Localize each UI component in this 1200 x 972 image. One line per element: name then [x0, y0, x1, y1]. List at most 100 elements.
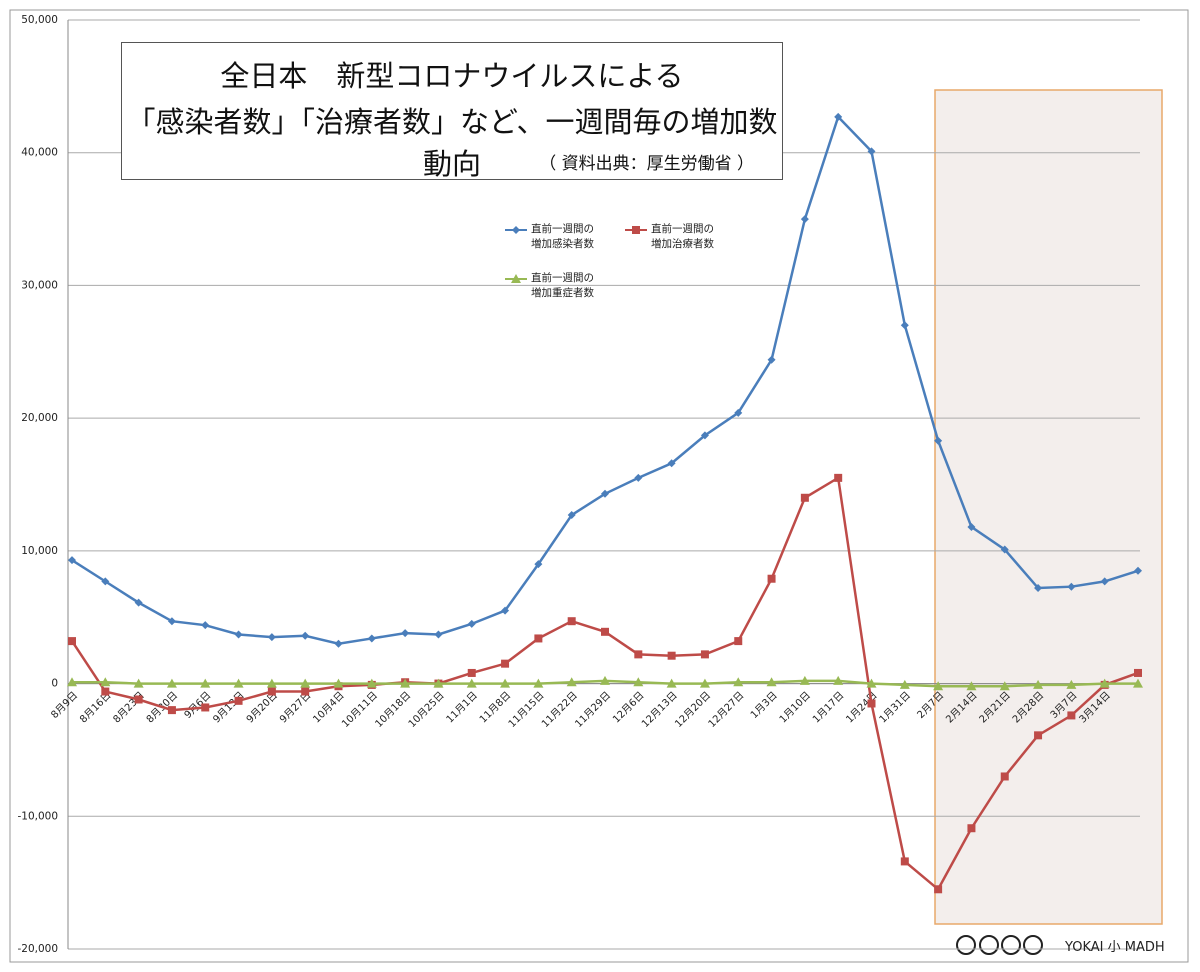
highlight-region: [934, 89, 1163, 925]
marker: [501, 659, 510, 668]
marker: [867, 699, 876, 708]
marker: [900, 321, 909, 330]
y-tick-label: 20,000: [21, 412, 58, 424]
marker: [100, 677, 111, 687]
marker: [1034, 731, 1043, 740]
marker: [800, 493, 809, 502]
marker: [134, 598, 143, 607]
x-tick-label: 11月1日: [444, 689, 480, 725]
watermark: YOKAI 小 MADH: [1065, 940, 1165, 955]
marker: [101, 577, 110, 586]
y-tick-label: 40,000: [21, 147, 58, 159]
marker: [967, 824, 976, 833]
marker: [166, 678, 177, 688]
marker: [201, 621, 210, 630]
marker: [334, 639, 343, 648]
marker: [301, 631, 310, 640]
marker: [567, 617, 576, 626]
marker: [167, 617, 176, 626]
marker: [68, 637, 76, 646]
marker: [466, 678, 477, 688]
marker: [601, 627, 609, 636]
marker: [934, 885, 943, 894]
legend-label: 直前一週間の増加感染者数: [531, 223, 594, 250]
marker: [534, 560, 543, 569]
marker: [366, 678, 377, 688]
marker: [300, 678, 311, 688]
marker: [700, 650, 709, 659]
marker: [699, 678, 710, 688]
marker: [434, 630, 443, 639]
marker: [667, 459, 676, 468]
marker: [934, 436, 943, 445]
marker: [933, 681, 944, 691]
marker: [700, 431, 709, 440]
x-tick-label: 8月9日: [49, 689, 81, 721]
marker: [799, 675, 810, 685]
marker: [634, 650, 643, 659]
marker: [967, 522, 976, 531]
marker: [501, 606, 510, 615]
cc-icons: [956, 935, 1043, 955]
marker: [632, 226, 640, 234]
marker: [500, 678, 511, 688]
marker: [1100, 577, 1109, 586]
x-tick-label: 1月10日: [777, 689, 813, 725]
marker: [266, 678, 277, 688]
marker: [566, 677, 577, 687]
marker: [667, 651, 676, 660]
chart-title: 「感染者数」「治療者数」など、一週間毎の増加数動向: [126, 105, 778, 181]
chart-title: 全日本 新型コロナウイルスによる: [220, 59, 684, 93]
marker: [833, 675, 844, 685]
marker: [1134, 566, 1142, 575]
marker: [400, 678, 411, 688]
marker: [433, 678, 444, 688]
marker: [633, 677, 644, 687]
x-tick-label: 1月3日: [748, 689, 780, 721]
marker: [234, 696, 243, 705]
marker: [234, 630, 243, 639]
title-box: 全日本 新型コロナウイルスによる 「感染者数」「治療者数」など、一週間毎の増加数…: [121, 42, 783, 181]
marker: [734, 408, 743, 417]
marker: [1066, 679, 1077, 689]
marker: [733, 677, 744, 687]
marker: [867, 147, 876, 156]
chart-subtitle: （ 資料出典：厚生労働省 ）: [539, 154, 754, 174]
marker: [200, 678, 211, 688]
marker: [767, 574, 776, 583]
x-tick-label: 11月29日: [573, 689, 614, 730]
x-tick-label: 12月27日: [706, 689, 747, 730]
marker: [301, 687, 310, 696]
frame: [9, 9, 1189, 963]
y-tick-label: 10,000: [21, 545, 58, 557]
legend-label: 直前一週間の増加重症者数: [531, 272, 594, 299]
x-tick-label: 1月17日: [810, 689, 846, 725]
marker: [767, 355, 776, 364]
marker: [1067, 711, 1076, 720]
marker: [999, 681, 1010, 691]
marker: [567, 511, 576, 520]
marker: [133, 678, 144, 688]
marker: [1133, 678, 1143, 688]
marker: [534, 634, 543, 643]
marker: [1000, 772, 1009, 781]
marker: [1033, 679, 1044, 689]
marker: [634, 473, 643, 482]
marker: [467, 668, 476, 677]
marker: [1134, 668, 1142, 677]
legend-label: 直前一週間の増加治療者数: [651, 223, 714, 250]
y-tick-label: -20,000: [17, 943, 58, 955]
marker: [401, 629, 410, 638]
marker: [467, 619, 476, 628]
marker: [600, 675, 610, 685]
marker: [866, 678, 877, 688]
marker: [101, 687, 110, 696]
x-tick-label: 10月25日: [406, 689, 447, 730]
marker: [966, 681, 977, 691]
y-tick-label: 30,000: [21, 279, 58, 291]
y-tick-label: 0: [51, 678, 58, 690]
x-tick-label: 9月13日: [211, 689, 247, 725]
marker: [233, 678, 244, 688]
